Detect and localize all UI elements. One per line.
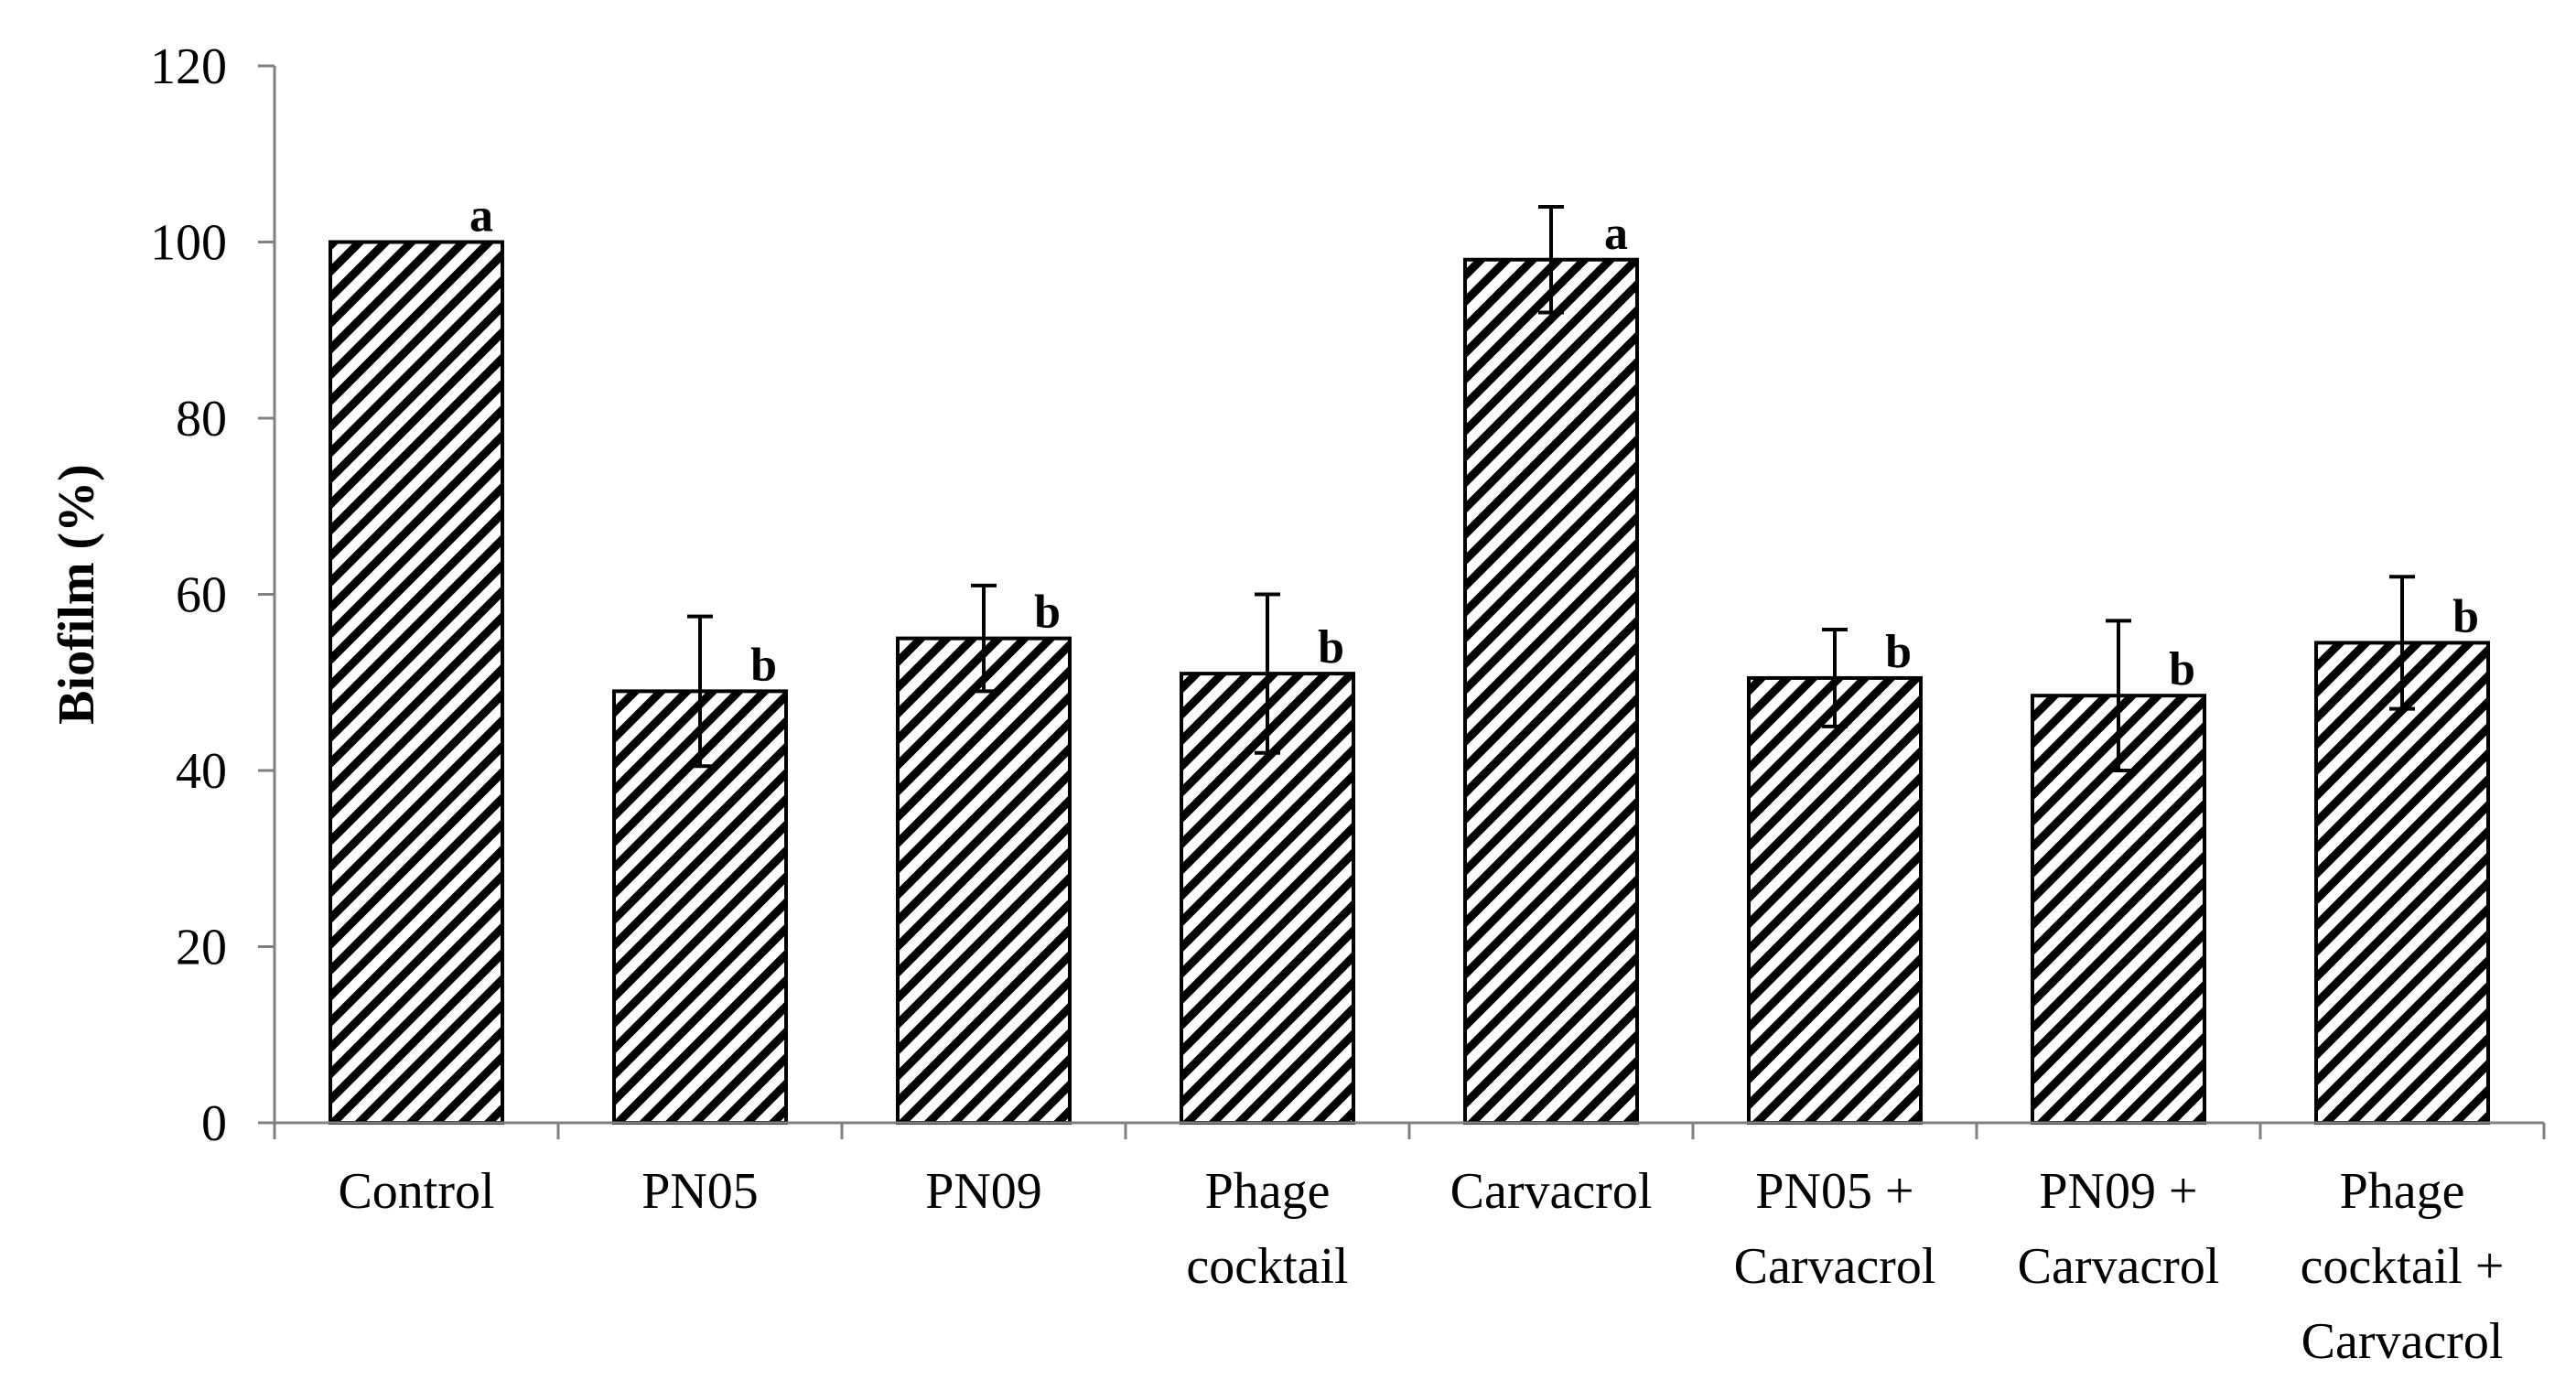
significance-label: b [750, 639, 777, 691]
significance-label: b [1885, 626, 1912, 678]
x-tick-label: Phage cocktail + Carvacrol [2301, 1163, 2505, 1370]
x-tick-label: PN05 [641, 1163, 759, 1220]
bar [896, 636, 1072, 1125]
bar [1463, 257, 1639, 1125]
y-tick-label: 40 [176, 743, 227, 800]
x-tick-label: PN05 + Carvacrol [1734, 1163, 1936, 1295]
bar [2314, 641, 2490, 1125]
significance-label: b [2169, 643, 2195, 695]
y-tick-label: 100 [150, 215, 227, 272]
y-tick-label: 120 [150, 38, 227, 95]
x-tick-label: Control [338, 1163, 494, 1220]
x-tick-label: PN09 [925, 1163, 1042, 1220]
y-tick-label: 80 [176, 391, 227, 447]
y-tick-label: 20 [176, 920, 227, 976]
bar [329, 240, 504, 1125]
y-axis: 0 20 40 60 80 100 120 [150, 38, 276, 1152]
x-tick-label: Phage cocktail [1186, 1163, 1348, 1295]
significance-label: b [2452, 590, 2479, 642]
significance-label: b [1318, 621, 1344, 673]
bars: a b b b a b b b [329, 190, 2490, 1125]
significance-label: a [469, 190, 493, 242]
y-tick-label: 60 [176, 567, 227, 624]
x-axis: Control PN05 PN09 Phage cocktail Carvacrol PN0… [273, 1121, 2546, 1370]
significance-label: a [1604, 208, 1628, 260]
y-tick-label: 0 [201, 1095, 227, 1152]
x-tick-label: Carvacrol [1450, 1163, 1653, 1220]
bar [1747, 675, 1923, 1125]
significance-label: b [1034, 587, 1061, 639]
x-tick-label: PN09 + Carvacrol [2018, 1163, 2220, 1295]
y-axis-label: Biofilm (%) [49, 464, 105, 725]
